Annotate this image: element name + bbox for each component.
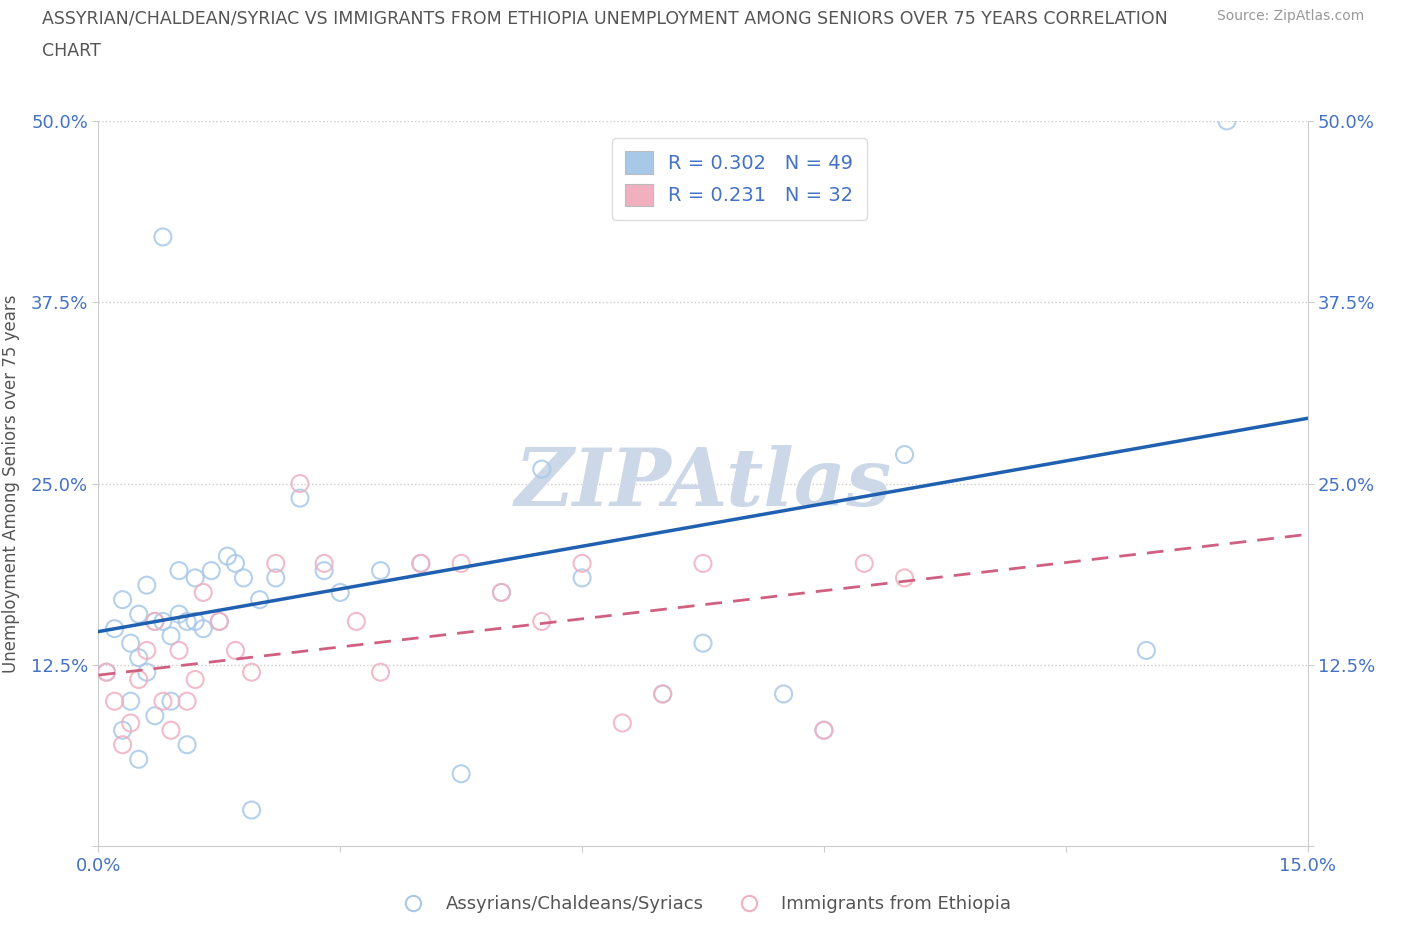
Point (167, 564, 190, 578)
Point (1135, 643, 1157, 658)
Point (111, 737, 134, 752)
Y-axis label: Unemployment Among Seniors over 75 years: Unemployment Among Seniors over 75 years (1, 295, 20, 672)
Point (893, 570, 915, 585)
Point (651, 686, 673, 701)
Point (344, 614, 367, 629)
Point (409, 556, 432, 571)
Point (1216, 113, 1239, 128)
Point (612, 142, 634, 157)
Point (120, 636, 142, 651)
Point (96, 665, 118, 680)
Point (571, 570, 593, 585)
Point (103, 694, 125, 709)
Point (491, 585, 513, 600)
Point (128, 751, 150, 766)
Point (128, 672, 150, 687)
Point (314, 564, 336, 578)
Point (314, 556, 336, 571)
Text: ZIPAtlas: ZIPAtlas (515, 445, 891, 523)
Point (813, 723, 835, 737)
Point (152, 694, 174, 709)
Point (612, 715, 634, 730)
Point (120, 694, 142, 709)
Point (288, 491, 311, 506)
Point (160, 694, 183, 709)
Legend: Assyrians/Chaldeans/Syriacs, Immigrants from Ethiopia: Assyrians/Chaldeans/Syriacs, Immigrants … (388, 888, 1018, 921)
Point (329, 585, 352, 600)
Point (571, 556, 593, 571)
Point (651, 686, 673, 701)
Point (128, 650, 150, 665)
Point (193, 621, 215, 636)
Point (692, 636, 714, 651)
Point (111, 723, 134, 737)
Point (692, 556, 714, 571)
Point (103, 621, 125, 636)
Point (893, 447, 915, 462)
Point (491, 585, 513, 600)
Point (160, 723, 183, 737)
Point (853, 556, 876, 571)
Point (176, 737, 198, 752)
Point (450, 766, 472, 781)
Point (249, 592, 271, 607)
Point (370, 665, 392, 680)
Point (128, 606, 150, 621)
Point (120, 715, 142, 730)
Point (208, 614, 231, 629)
Point (208, 614, 231, 629)
Point (370, 564, 392, 578)
Point (143, 614, 166, 629)
Point (143, 614, 166, 629)
Point (224, 643, 246, 658)
Point (409, 556, 432, 571)
Point (184, 614, 207, 629)
Point (450, 556, 472, 571)
Text: Source: ZipAtlas.com: Source: ZipAtlas.com (1216, 9, 1364, 23)
Point (167, 606, 190, 621)
Point (530, 461, 553, 476)
Point (184, 570, 207, 585)
Point (772, 686, 794, 701)
Text: CHART: CHART (42, 42, 101, 60)
Point (176, 614, 198, 629)
Point (152, 614, 174, 629)
Point (176, 694, 198, 709)
Point (152, 230, 174, 245)
Point (200, 564, 222, 578)
Point (135, 643, 157, 658)
Point (184, 672, 207, 687)
Point (217, 549, 239, 564)
Point (264, 556, 287, 571)
Point (135, 665, 157, 680)
Point (232, 570, 254, 585)
Point (96, 665, 118, 680)
Point (240, 665, 263, 680)
Point (160, 629, 183, 644)
Point (264, 570, 287, 585)
Point (240, 803, 263, 817)
Point (111, 592, 134, 607)
Point (135, 578, 157, 592)
Point (167, 643, 190, 658)
Point (143, 709, 166, 724)
Point (813, 723, 835, 737)
Point (193, 585, 215, 600)
Point (288, 476, 311, 491)
Text: ASSYRIAN/CHALDEAN/SYRIAC VS IMMIGRANTS FROM ETHIOPIA UNEMPLOYMENT AMONG SENIORS : ASSYRIAN/CHALDEAN/SYRIAC VS IMMIGRANTS F… (42, 9, 1168, 27)
Point (530, 614, 553, 629)
Point (224, 556, 246, 571)
